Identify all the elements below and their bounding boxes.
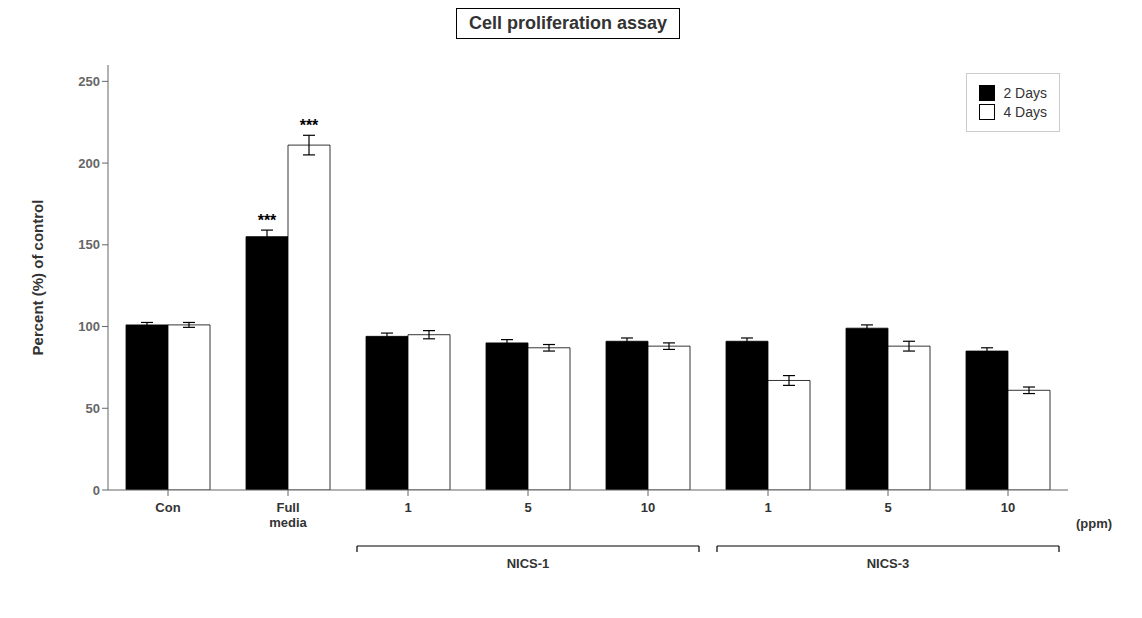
svg-text:10: 10	[1001, 500, 1015, 515]
svg-text:150: 150	[78, 237, 100, 252]
svg-text:200: 200	[78, 156, 100, 171]
svg-text:NICS-3: NICS-3	[867, 556, 910, 571]
svg-text:0: 0	[93, 483, 100, 498]
html-text:4 Days: 4 Days	[1003, 104, 1047, 120]
svg-text:5: 5	[884, 500, 891, 515]
svg-text:***: ***	[258, 212, 277, 229]
svg-text:***: ***	[300, 117, 319, 134]
html-text:2 Days: 2 Days	[1003, 85, 1047, 101]
svg-text:5: 5	[524, 500, 531, 515]
svg-text:Percent (%) of control: Percent (%) of control	[29, 200, 46, 356]
svg-text:1: 1	[764, 500, 771, 515]
svg-text:10: 10	[641, 500, 655, 515]
svg-text:Con: Con	[155, 500, 180, 515]
svg-text:Fullmedia: Fullmedia	[269, 500, 307, 530]
svg-text:100: 100	[78, 319, 100, 334]
svg-text:(ppm): (ppm)	[1076, 516, 1112, 531]
svg-text:1: 1	[404, 500, 411, 515]
svg-text:50: 50	[86, 401, 100, 416]
svg-text:250: 250	[78, 74, 100, 89]
svg-text:NICS-1: NICS-1	[507, 556, 550, 571]
html-text:Cell proliferation assay: Cell proliferation assay	[469, 13, 667, 33]
